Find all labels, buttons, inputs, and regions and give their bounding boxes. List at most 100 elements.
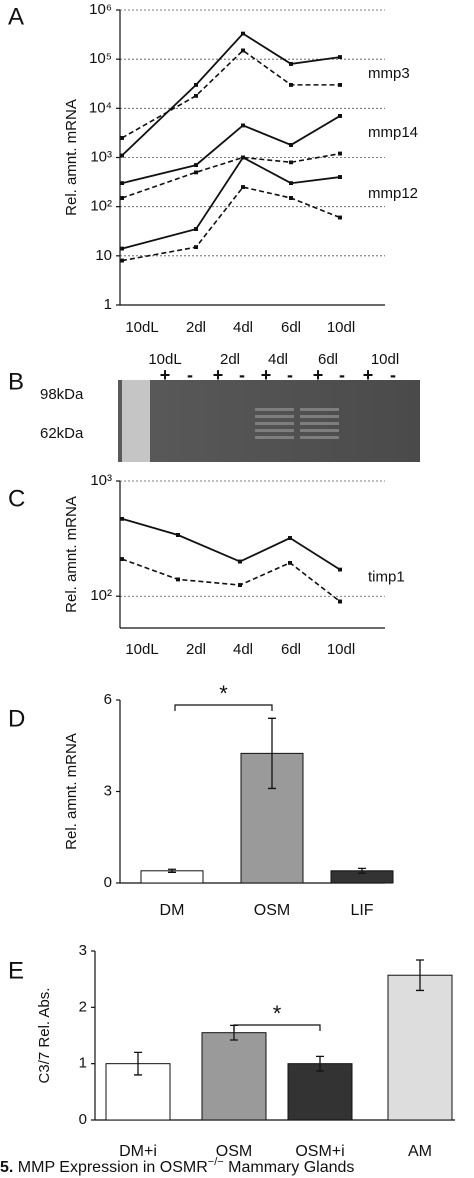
lane-label: 6dl <box>318 351 338 368</box>
caption-text: MMP Expression in OSMR <box>18 1159 208 1176</box>
caption-number: 5. <box>0 1159 13 1176</box>
treatment-sign: - <box>187 365 193 385</box>
gel-band <box>300 436 339 439</box>
treatment-sign: - <box>339 365 345 385</box>
x-tick-label: 10dl <box>327 641 355 658</box>
gel-band <box>300 422 339 425</box>
treatment-sign: - <box>390 365 396 385</box>
y-tick-label: 1 <box>79 1055 87 1072</box>
y-tick-label: 10³ <box>90 148 112 165</box>
series-label: timp1 <box>368 569 405 586</box>
error-bar <box>134 1051 142 1076</box>
treatment-sign: + <box>313 365 324 385</box>
caption-sup: −/− <box>208 1156 224 1168</box>
marker-label: 98kDa <box>40 386 84 403</box>
caption: 5. MMP Expression in OSMR−/− Mammary Gla… <box>0 1153 354 1176</box>
lane-label: 10dl <box>371 351 399 368</box>
bar <box>287 1063 353 1121</box>
panel-letter: A <box>8 3 24 30</box>
y-tick-label: 3 <box>79 942 87 959</box>
marker-lane <box>122 380 150 462</box>
error-bar <box>358 867 366 874</box>
x-tick-label: 6dl <box>281 641 301 658</box>
error-bar <box>416 959 424 992</box>
panel-letter: B <box>8 368 24 395</box>
bar <box>201 1032 267 1121</box>
series-line <box>120 48 342 140</box>
x-tick-label: 6dl <box>281 319 301 336</box>
marker-label: 62kDa <box>40 425 84 442</box>
treatment-sign: + <box>160 365 171 385</box>
y-tick-label: 0 <box>104 874 112 891</box>
series-line <box>120 113 342 186</box>
x-tick-label: 2dl <box>186 319 206 336</box>
series-line <box>120 516 342 572</box>
x-tick-label: 4dl <box>233 319 253 336</box>
y-tick-label: 10³ <box>90 472 112 489</box>
y-tick-label: 10⁶ <box>89 1 112 18</box>
caption-rest: Mammary Glands <box>228 1159 354 1176</box>
bar <box>387 974 453 1121</box>
gel-band <box>255 422 294 425</box>
error-bar <box>168 868 176 873</box>
gel-band <box>255 436 294 439</box>
treatment-sign: + <box>363 365 374 385</box>
gel-band <box>255 429 294 432</box>
gel-band <box>255 408 294 411</box>
treatment-sign: - <box>239 365 245 385</box>
y-tick-label: 10⁵ <box>89 50 112 67</box>
treatment-sign: - <box>287 365 293 385</box>
y-tick-label: 2 <box>79 998 87 1015</box>
lane-label: 10dL <box>148 351 181 368</box>
panel-letter: C <box>8 485 25 512</box>
x-tick-label: LIF <box>350 902 373 919</box>
y-tick-label: 1 <box>104 296 112 313</box>
y-tick-label: 6 <box>104 691 112 708</box>
series-line <box>120 31 342 158</box>
treatment-sign: + <box>261 365 272 385</box>
x-tick-label: DM+i <box>119 1143 157 1160</box>
series-label: mmp14 <box>368 124 418 141</box>
x-tick-label: OSM <box>216 1143 252 1160</box>
panel-letter: E <box>8 957 24 984</box>
significance-label: * <box>219 681 228 706</box>
x-tick-label: 10dL <box>125 319 158 336</box>
series-label: mmp3 <box>368 65 410 82</box>
gel-band <box>300 429 339 432</box>
gel-band <box>300 408 339 411</box>
gel-image <box>118 380 420 462</box>
y-axis-label: Rel. amnt. mRNA <box>63 496 80 613</box>
gel-band <box>300 415 339 418</box>
x-tick-label: 2dl <box>186 641 206 658</box>
significance-bracket <box>174 704 273 711</box>
error-bar <box>268 717 276 790</box>
treatment-sign: + <box>213 365 224 385</box>
x-tick-label: DM <box>160 902 185 919</box>
panel-letter: D <box>8 705 25 732</box>
series-line <box>120 185 342 263</box>
gel-band <box>255 415 294 418</box>
y-tick-label: 10² <box>90 587 112 604</box>
lane-label: 4dl <box>268 351 288 368</box>
series-line <box>120 557 342 604</box>
x-tick-label: OSM <box>254 902 290 919</box>
y-tick-label: 10² <box>90 198 112 215</box>
x-tick-label: 4dl <box>233 641 253 658</box>
y-tick-label: 10 <box>95 247 112 264</box>
x-tick-label: 10dL <box>125 641 158 658</box>
x-tick-label: AM <box>408 1143 432 1160</box>
y-axis-label: Rel. amnt. mRNA <box>63 733 80 850</box>
y-tick-label: 0 <box>79 1111 87 1128</box>
x-tick-label: 10dl <box>327 319 355 336</box>
y-axis-label: Rel. amnt. mRNA <box>63 99 80 216</box>
significance-bracket <box>233 1024 321 1031</box>
series-label: mmp12 <box>368 185 418 202</box>
y-tick-label: 3 <box>104 782 112 799</box>
lane-label: 2dl <box>220 351 240 368</box>
y-tick-label: 10⁴ <box>89 99 112 116</box>
error-bar <box>316 1055 324 1072</box>
x-tick-label: OSM+i <box>295 1143 344 1160</box>
y-axis-label: C3/7 Rel. Abs. <box>36 988 53 1084</box>
significance-label: * <box>273 1001 282 1026</box>
